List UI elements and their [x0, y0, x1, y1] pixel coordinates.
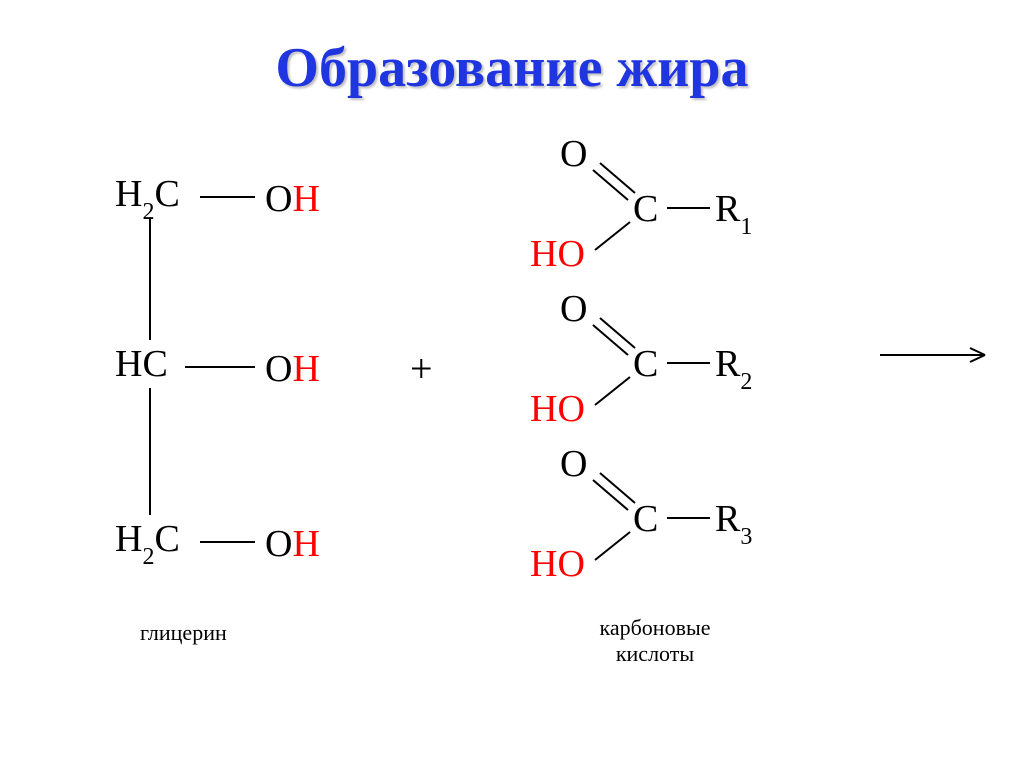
bond-lines	[0, 0, 1024, 767]
